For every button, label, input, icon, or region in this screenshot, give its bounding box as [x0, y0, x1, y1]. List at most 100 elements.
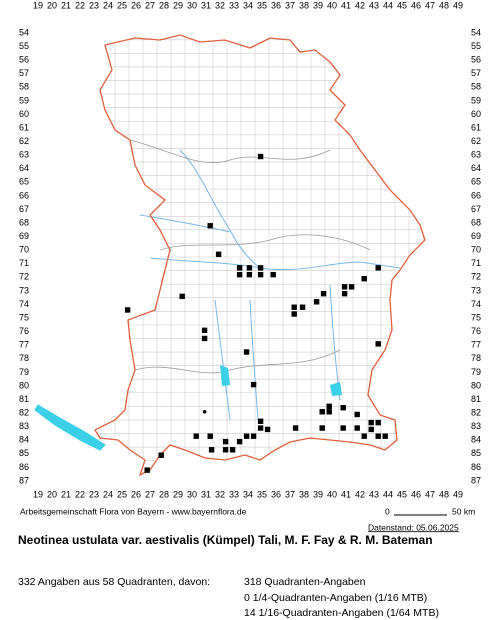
occurrence	[319, 425, 325, 431]
row-label: 61	[471, 122, 481, 132]
occurrence	[291, 311, 297, 317]
occurrence	[201, 327, 208, 334]
column-label: 32	[215, 0, 225, 10]
column-label: 43	[369, 489, 379, 499]
stats-line: 14 1/16-Quadranten-Angaben (1/64 MTB)	[244, 607, 439, 619]
row-label: 80	[19, 380, 29, 390]
occurrence	[291, 304, 297, 310]
row-label: 70	[19, 245, 29, 255]
column-label: 24	[103, 0, 113, 10]
row-label: 82	[471, 407, 481, 417]
occurrence	[375, 341, 381, 347]
occurrence	[246, 271, 253, 278]
column-label: 23	[89, 0, 99, 10]
scale-end: 50 km	[452, 506, 475, 516]
column-label: 19	[33, 489, 43, 499]
column-label: 48	[439, 489, 449, 499]
row-label: 87	[19, 475, 29, 485]
column-label: 45	[397, 0, 407, 10]
row-label: 65	[471, 177, 481, 187]
row-label: 54	[471, 27, 481, 37]
occurrence	[368, 426, 374, 433]
occurrence	[144, 467, 150, 473]
column-label: 48	[439, 0, 449, 10]
row-label: 76	[19, 326, 29, 336]
occurrence	[326, 403, 332, 410]
column-label: 34	[243, 489, 253, 499]
column-label: 29	[173, 0, 183, 10]
row-label: 74	[19, 299, 29, 309]
row-label: 58	[471, 82, 481, 92]
occurrence	[382, 433, 388, 439]
occurrence	[354, 425, 360, 431]
occurrence	[207, 433, 213, 439]
row-label: 70	[471, 245, 481, 255]
column-label: 20	[47, 0, 57, 10]
column-label: 39	[313, 0, 323, 10]
occurrence	[201, 335, 208, 342]
occurrence	[292, 425, 299, 431]
occurrence	[341, 284, 348, 290]
column-label: 36	[271, 489, 281, 499]
occurrence	[215, 251, 222, 257]
column-label: 36	[271, 0, 281, 10]
row-label: 68	[19, 217, 29, 227]
occurrence	[257, 265, 264, 271]
occurrence	[368, 419, 374, 426]
occurrence	[375, 265, 381, 271]
row-label: 55	[19, 41, 29, 51]
occurrence	[222, 447, 229, 453]
lake	[34, 404, 106, 451]
column-label: 43	[369, 0, 379, 10]
column-label: 25	[117, 0, 127, 10]
occurrence	[341, 290, 348, 297]
row-label: 72	[19, 272, 29, 282]
lakes	[220, 365, 342, 396]
occurrence	[207, 223, 213, 229]
column-label: 33	[229, 0, 239, 10]
occurrence	[361, 433, 367, 439]
rivers	[139, 149, 401, 421]
row-label: 85	[19, 448, 29, 458]
row-label: 74	[471, 299, 481, 309]
row-label: 63	[19, 150, 29, 160]
row-label: 68	[471, 217, 481, 227]
scale-start: 0	[385, 506, 390, 516]
occurrence	[246, 265, 253, 271]
column-label: 23	[89, 489, 99, 499]
column-label: 26	[131, 0, 141, 10]
row-label: 63	[471, 150, 481, 160]
grid-labels: 19 19 20 20 21 21 22 22 23 23 24 24 25 25 26 26 27 27 28 28…	[19, 0, 481, 499]
column-label: 31	[201, 0, 211, 10]
occurrence	[257, 271, 264, 278]
row-label: 77	[471, 340, 481, 350]
occurrence	[375, 419, 381, 426]
column-label: 24	[103, 489, 113, 499]
occurrence	[257, 425, 264, 431]
column-label: 47	[425, 0, 435, 10]
column-label: 46	[411, 489, 421, 499]
row-label: 76	[471, 326, 481, 336]
row-label: 83	[471, 421, 481, 431]
row-label: 72	[471, 272, 481, 282]
column-label: 28	[159, 489, 169, 499]
row-label: 57	[19, 68, 29, 78]
column-label: 19	[33, 0, 43, 10]
occurrence	[179, 293, 185, 300]
row-label: 59	[471, 95, 481, 105]
column-label: 31	[201, 489, 211, 499]
occurrence	[319, 409, 325, 415]
column-label: 37	[285, 489, 295, 499]
column-label: 45	[397, 489, 407, 499]
row-label: 78	[471, 353, 481, 363]
row-label: 65	[19, 177, 29, 187]
row-label: 54	[19, 27, 29, 37]
row-label: 81	[471, 394, 481, 404]
row-label: 73	[19, 285, 29, 295]
occurrence	[236, 271, 243, 278]
column-label: 29	[173, 489, 183, 499]
column-label: 41	[341, 0, 351, 10]
row-label: 64	[19, 163, 29, 173]
column-label: 21	[61, 489, 71, 499]
occurrence	[270, 271, 276, 278]
